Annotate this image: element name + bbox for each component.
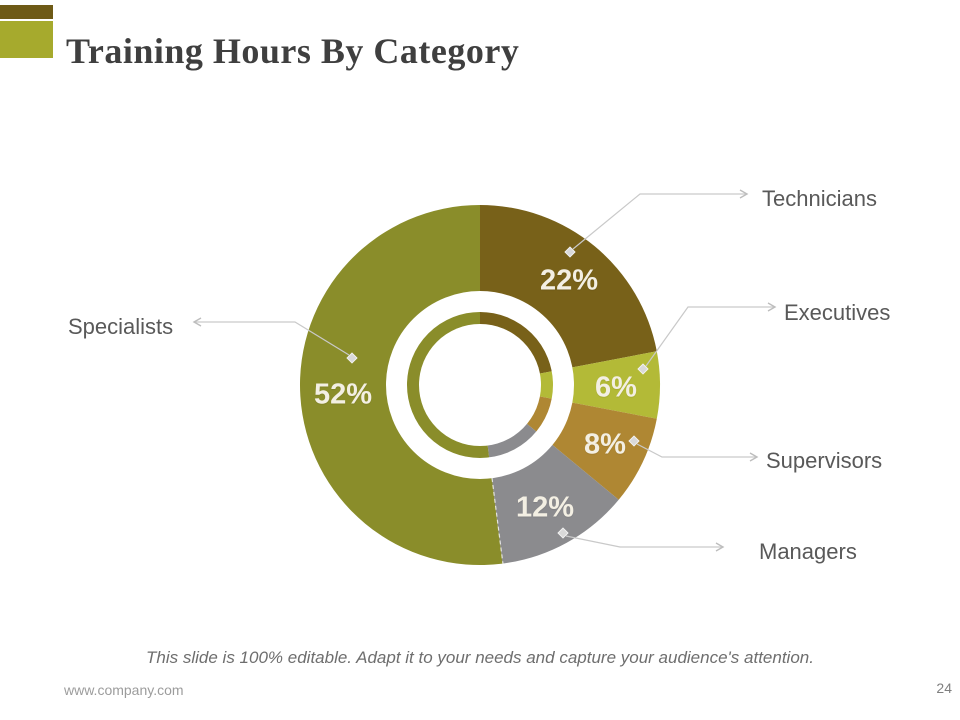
arrow-icon-supervisors [749, 452, 759, 462]
leader-line-managers [565, 535, 722, 548]
pie-slice-technicians [480, 205, 657, 385]
data-label-managers: 12% [515, 491, 575, 524]
marker-icon-executives [637, 363, 649, 375]
arrow-icon-technicians [739, 189, 749, 199]
category-label-technicians: Technicians [762, 186, 877, 211]
marker-icon-specialists [346, 352, 358, 364]
category-label-supervisors: Supervisors [766, 448, 883, 473]
leader-line-executives [645, 306, 774, 367]
accent-square-top [0, 5, 53, 19]
website-text: www.company.com [64, 682, 184, 698]
arrow-icon-executives [767, 302, 777, 312]
data-label-executives: 6% [595, 371, 637, 404]
data-label-supervisors: 8% [584, 428, 626, 461]
donut-center-hole [419, 324, 541, 446]
slice-divider-dashed [491, 477, 504, 565]
leader-line-specialists [195, 321, 350, 356]
marker-icon-technicians [564, 246, 576, 258]
marker-icon-supervisors [628, 435, 640, 447]
arrow-icon-managers [715, 542, 725, 552]
category-label-managers: Managers [759, 539, 857, 564]
leader-line-technicians [572, 193, 746, 250]
data-label-technicians: 22% [539, 264, 599, 297]
category-label-executives: Executives [784, 300, 891, 325]
page-number: 24 [936, 680, 952, 696]
category-label-specialists: Specialists [68, 314, 174, 339]
data-label-specialists: 52% [313, 378, 373, 411]
marker-icon-managers [557, 527, 569, 539]
leader-line-supervisors [636, 443, 756, 458]
page-title: Training Hours By Category [66, 31, 520, 72]
editable-note: This slide is 100% editable. Adapt it to… [146, 648, 814, 667]
arrow-icon-specialists [192, 317, 202, 327]
accent-square-bottom [0, 21, 53, 58]
donut-white-ring [386, 291, 574, 479]
